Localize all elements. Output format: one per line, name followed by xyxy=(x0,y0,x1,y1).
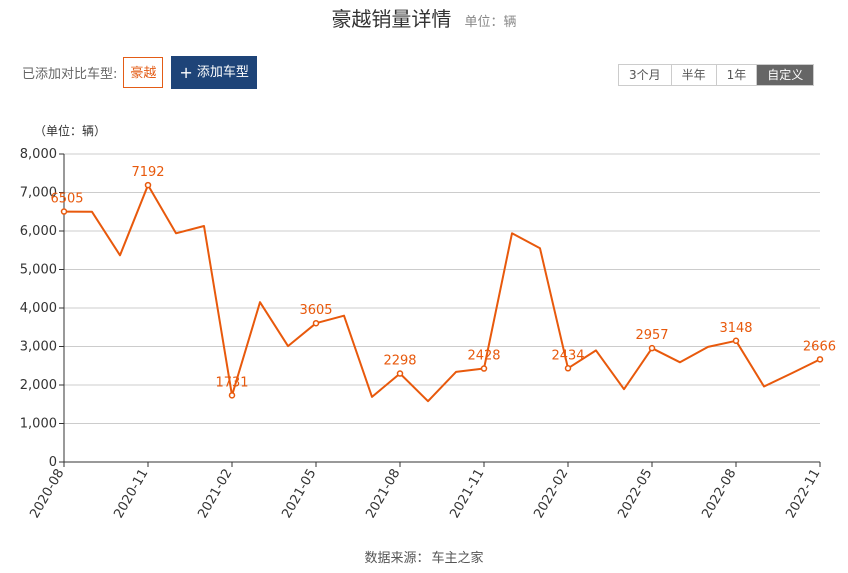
x-tick-label: 2020-11 xyxy=(111,467,151,522)
data-point xyxy=(816,356,824,363)
line-layer xyxy=(63,184,821,403)
y-tick-label: 6,000 xyxy=(20,224,57,239)
data-label: 6505 xyxy=(50,192,83,207)
data-label: 2666 xyxy=(803,339,836,354)
data-label: 7192 xyxy=(131,165,164,180)
y-tick-label: 0 xyxy=(49,455,57,470)
data-label: 1731 xyxy=(215,375,248,390)
x-tick-label: 2022-02 xyxy=(531,467,571,522)
source-label: 数据来源： xyxy=(364,551,430,566)
label-layer: 6505 7192 1731 3605 2298 2428 2434 2957 3148 2666 xyxy=(50,165,836,390)
tab-1-year[interactable]: 1年 xyxy=(716,65,758,85)
plus-icon: + xyxy=(179,63,193,82)
data-point xyxy=(144,181,152,189)
data-point xyxy=(564,365,572,372)
tab-3-months[interactable]: 3个月 xyxy=(619,65,672,85)
compare-bar: 已添加对比车型: 豪越 + 添加车型 xyxy=(22,56,257,89)
y-axis-label: （单位：辆） xyxy=(34,123,106,138)
tab-custom[interactable]: 自定义 xyxy=(757,65,814,85)
y-tick-label: 2,000 xyxy=(20,378,57,393)
add-model-label: 添加车型 xyxy=(196,65,249,80)
compared-model-tag[interactable]: 豪越 xyxy=(123,57,164,88)
data-point xyxy=(648,344,656,352)
data-point xyxy=(60,208,68,215)
data-source: 数据来源： 车主之家 xyxy=(0,547,848,566)
x-tick-label: 2021-08 xyxy=(363,467,403,522)
data-point xyxy=(396,370,404,377)
title-row: 豪越销量详情 单位：辆 xyxy=(0,3,848,32)
x-tick-label: 2022-08 xyxy=(699,467,739,522)
x-tick-label: 2022-11 xyxy=(783,467,823,522)
source-value: 车主之家 xyxy=(431,551,484,566)
y-tick-label: 7,000 xyxy=(20,186,57,201)
data-label: 2434 xyxy=(551,348,584,363)
y-tick-label: 8,000 xyxy=(20,147,57,162)
y-tick-label: 5,000 xyxy=(20,263,57,278)
sales-series-line xyxy=(63,184,821,403)
x-tick-label: 2020-08 xyxy=(27,467,67,522)
y-tick-label: 1,000 xyxy=(20,417,57,432)
add-model-button[interactable]: + 添加车型 xyxy=(171,56,257,89)
grid-layer xyxy=(64,153,820,463)
compare-label: 已添加对比车型: xyxy=(22,67,118,82)
y-tick-label: 4,000 xyxy=(20,301,57,316)
x-tick-label: 2021-11 xyxy=(447,467,487,522)
point-layer xyxy=(60,181,824,399)
data-label: 2428 xyxy=(467,349,500,364)
data-point xyxy=(480,365,488,372)
data-label: 2298 xyxy=(383,354,416,369)
y-tick-label: 3,000 xyxy=(20,340,57,355)
title-unit: 单位：辆 xyxy=(464,15,517,30)
data-point xyxy=(732,337,740,345)
data-point xyxy=(312,319,320,327)
page-title: 豪越销量详情 xyxy=(331,7,452,31)
data-label: 3148 xyxy=(719,321,752,336)
data-point xyxy=(228,392,236,399)
data-label: 3605 xyxy=(299,303,332,318)
x-tick-label: 2021-02 xyxy=(195,467,235,522)
x-tick-label: 2022-05 xyxy=(615,467,655,522)
tab-half-year[interactable]: 半年 xyxy=(671,65,717,85)
x-tick-label: 2021-05 xyxy=(279,467,319,522)
data-label: 2957 xyxy=(635,328,668,343)
time-range-tabs: 3个月 半年 1年 自定义 xyxy=(618,64,815,86)
